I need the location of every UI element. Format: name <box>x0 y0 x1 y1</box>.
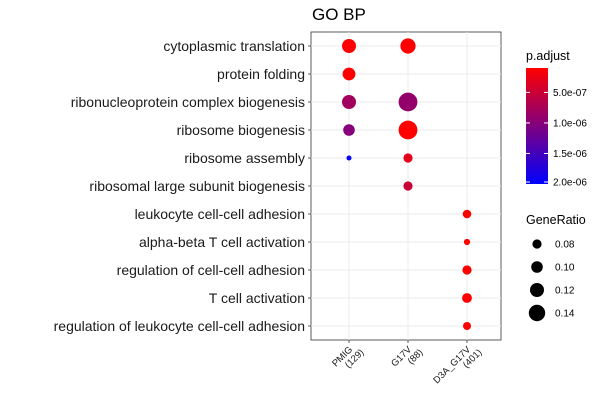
y-tick-label: leukocyte cell-cell adhesion <box>135 206 305 222</box>
x-tick-label: PMIG(129) <box>330 344 366 370</box>
colorbar-tick-label: 5.0e-07 <box>553 88 587 99</box>
data-point <box>403 153 413 163</box>
data-point <box>342 39 356 53</box>
size-legend-dot <box>532 239 542 249</box>
grid-lines <box>311 32 501 340</box>
size-legend-label: 0.14 <box>555 309 575 320</box>
size-legend-label: 0.12 <box>555 286 575 297</box>
size-legend-dot <box>530 283 544 297</box>
data-point <box>403 181 413 191</box>
data-points <box>342 38 472 330</box>
size-legend-dot <box>531 261 543 273</box>
size-legend-label: 0.08 <box>555 240 575 251</box>
y-tick-label: regulation of cell-cell adhesion <box>117 262 305 278</box>
color-legend: p.adjust 5.0e-07 1.0e-06 1.5e-06 2.0e-06 <box>526 49 587 189</box>
data-point <box>346 155 352 161</box>
y-tick-label: regulation of leukocyte cell-cell adhesi… <box>54 318 305 334</box>
data-point <box>462 293 472 303</box>
x-tick-label: D3A_G17V(401) <box>431 344 484 386</box>
colorbar-tick-label: 1.0e-06 <box>553 118 587 129</box>
data-point <box>463 238 471 246</box>
data-point <box>400 38 416 54</box>
data-point <box>398 92 418 112</box>
chart-title: GO BP <box>312 5 366 24</box>
y-tick-label: cytoplasmic translation <box>163 38 305 54</box>
data-point <box>463 322 471 330</box>
x-tick-label: G17V(88) <box>389 344 425 369</box>
size-legend-label: 0.10 <box>555 263 575 274</box>
y-tick-label: ribonucleoprotein complex biogenesis <box>71 94 305 110</box>
data-point <box>343 124 355 136</box>
size-legend: GeneRatio 0.08 0.10 0.12 0.14 <box>526 213 586 322</box>
x-axis: PMIG(129) G17V(88) D3A_G17V(401) <box>330 340 484 386</box>
data-point <box>398 120 418 140</box>
color-legend-ticks: 5.0e-07 1.0e-06 1.5e-06 2.0e-06 <box>526 88 587 189</box>
colorbar-tick-label: 1.5e-06 <box>553 149 587 160</box>
data-point <box>462 209 472 219</box>
y-tick-label: ribosome assembly <box>184 150 305 166</box>
color-legend-title: p.adjust <box>526 49 570 63</box>
data-point <box>462 265 472 275</box>
size-legend-items: 0.08 0.10 0.12 0.14 <box>528 239 575 322</box>
color-legend-bar <box>526 68 548 184</box>
y-tick-label: ribosome biogenesis <box>177 122 305 138</box>
y-tick-label: protein folding <box>217 66 305 82</box>
data-point <box>342 67 356 81</box>
data-point <box>342 95 356 109</box>
colorbar-tick-label: 2.0e-06 <box>553 178 587 189</box>
y-axis: cytoplasmic translation protein folding ri… <box>54 38 311 334</box>
y-tick-label: T cell activation <box>209 290 305 306</box>
size-legend-dot <box>528 304 546 322</box>
y-tick-label: ribosomal large subunit biogenesis <box>89 178 305 194</box>
size-legend-title: GeneRatio <box>526 213 586 227</box>
y-tick-label: alpha-beta T cell activation <box>139 234 305 250</box>
